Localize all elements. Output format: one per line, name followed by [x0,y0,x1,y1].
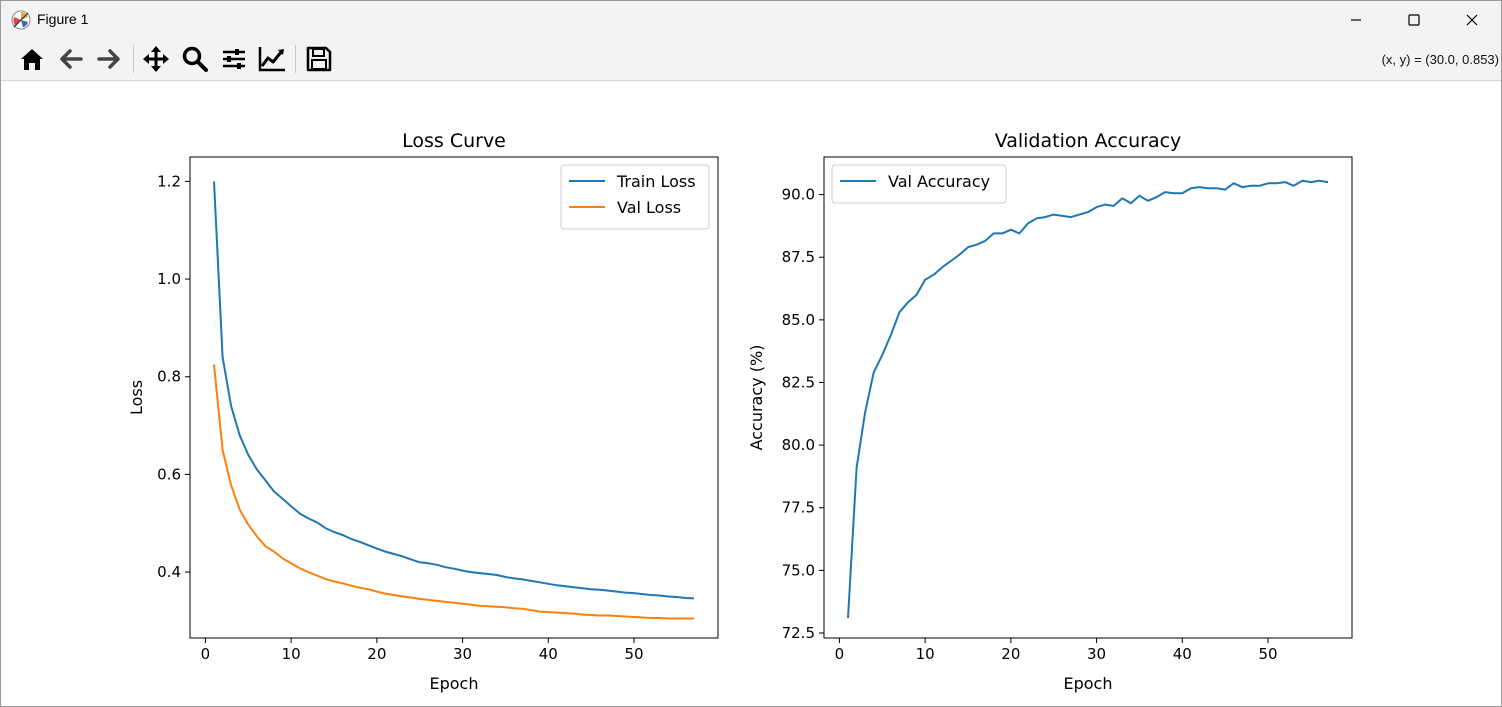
y-tick-label: 85.0 [782,311,815,329]
chart-title: Loss Curve [402,130,506,152]
axes-button[interactable] [255,42,289,76]
x-tick-label: 50 [1258,645,1277,663]
y-tick-label: 77.5 [782,499,815,517]
home-icon [21,49,43,70]
arrow-right-icon [97,49,120,69]
floppy-disk-icon [306,46,332,72]
x-tick-label: 10 [916,645,935,663]
close-icon [1466,14,1478,26]
zoom-button[interactable] [178,42,212,76]
forward-button[interactable] [92,42,126,76]
arrow-left-icon [60,49,83,69]
toolbar-separator [295,45,296,73]
save-button[interactable] [302,42,336,76]
app-icon [11,10,31,30]
x-axis-label: Epoch [1064,674,1113,693]
y-tick-label: 72.5 [782,624,815,642]
axes-frame [189,156,719,639]
figure-svg: Loss Curve 0 10 20 30 40 50 0.4 0.6 0.8 1.0 1.2 Epoc… [127,130,1353,693]
maximize-button[interactable] [1385,1,1443,39]
x-tick-label: 0 [835,645,845,663]
line-chart-icon [258,47,285,72]
x-tick-label: 50 [624,645,643,663]
x-tick-label: 20 [1001,645,1020,663]
minimize-icon [1351,19,1361,21]
y-tick-label: 87.5 [782,248,815,266]
series-line-train-loss [213,181,695,600]
figure-canvas[interactable]: Loss Curve 0 10 20 30 40 50 0.4 0.6 0.8 1.0 1.2 Epoc… [1,81,1501,706]
legend-label: Val Accuracy [888,172,990,191]
x-tick-label: 30 [453,645,472,663]
x-tick-label: 30 [1087,645,1106,663]
title-bar[interactable]: Figure 1 [1,1,1501,39]
y-tick-label: 82.5 [782,373,815,391]
subplots-button[interactable] [217,42,251,76]
series-line-val-accuracy [847,179,1329,619]
y-tick-label: 0.4 [157,563,181,581]
pan-button[interactable] [139,42,173,76]
legend-label: Val Loss [617,198,681,217]
x-tick-label: 20 [367,645,386,663]
series-line-val-loss [213,364,694,620]
navigation-toolbar: (x, y) = (30.0, 0.853) [1,39,1501,81]
x-tick-label: 40 [1173,645,1192,663]
x-tick-label: 0 [201,645,211,663]
magnifier-icon [182,46,208,72]
chart-title: Validation Accuracy [995,130,1182,152]
chart-1: Loss Curve 0 10 20 30 40 50 0.4 0.6 0.8 1.0 1.2 Epoc… [127,130,719,693]
chart-2: Validation Accuracy 0 10 20 30 40 50 72.5 75.0 77… [747,130,1353,693]
axes-frame [823,156,1353,639]
toolbar-separator [133,45,134,73]
y-tick-label: 80.0 [782,436,815,454]
close-button[interactable] [1443,1,1501,39]
y-tick-label: 75.0 [782,561,815,579]
legend: Train Loss Val Loss [560,164,710,230]
y-tick-label: 90.0 [782,186,815,204]
cursor-coordinates: (x, y) = (30.0, 0.853) [1381,52,1499,67]
back-button[interactable] [54,42,88,76]
y-tick-label: 1.0 [157,270,181,288]
window-title: Figure 1 [37,11,89,27]
x-tick-label: 40 [539,645,558,663]
y-axis-label: Loss [127,380,146,415]
move-icon [143,46,169,72]
x-tick-label: 10 [282,645,301,663]
y-tick-label: 0.6 [157,465,181,483]
home-button[interactable] [15,42,49,76]
y-tick-label: 0.8 [157,368,181,386]
maximize-icon [1408,14,1420,26]
legend-label: Train Loss [616,172,696,191]
x-axis-label: Epoch [430,674,479,693]
y-axis-label: Accuracy (%) [747,345,766,451]
minimize-button[interactable] [1327,1,1385,39]
legend-box [831,164,1007,204]
sliders-icon [223,49,245,69]
y-tick-label: 1.2 [157,172,181,190]
legend: Val Accuracy [831,164,1007,204]
